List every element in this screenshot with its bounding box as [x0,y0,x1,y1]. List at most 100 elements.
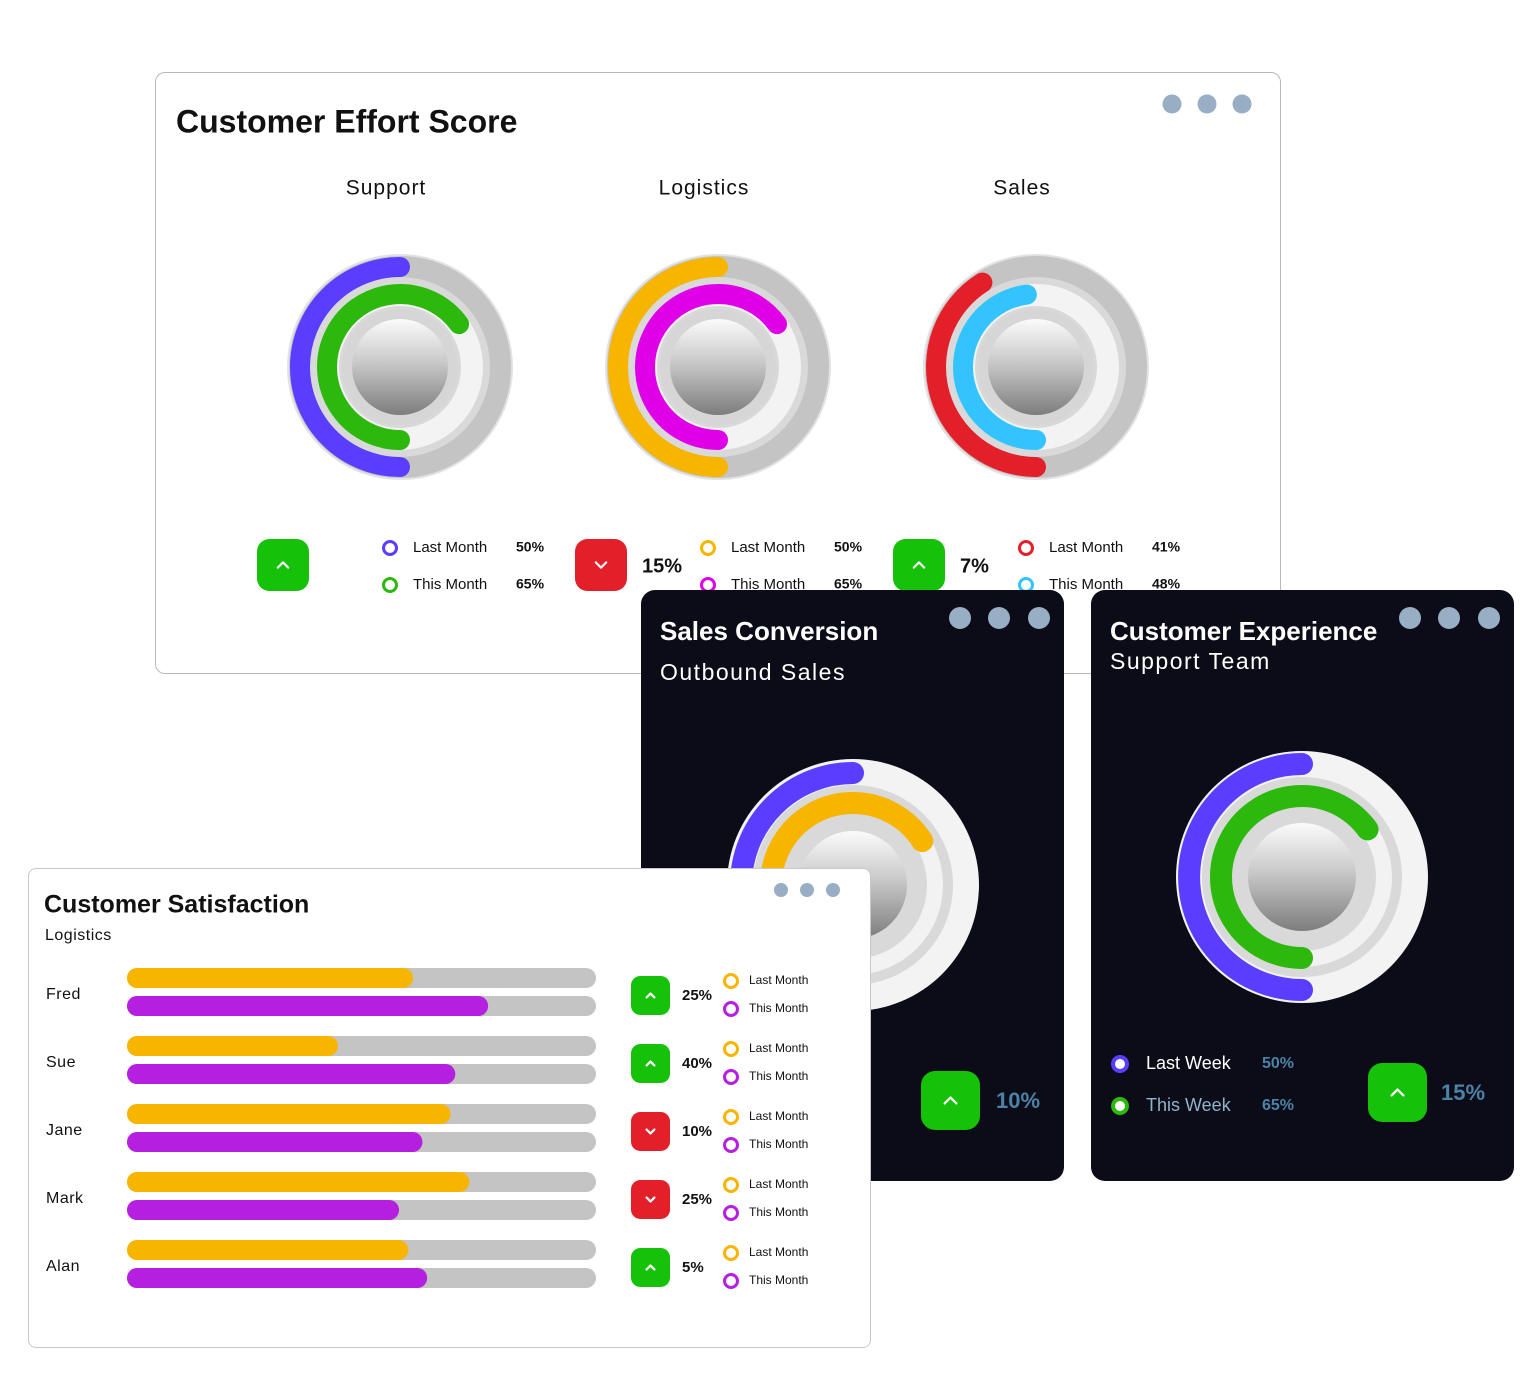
legend-label: This Month [749,1205,808,1219]
row-label: Fred [46,986,81,1003]
legend-label: Last Month [749,973,808,987]
panel-subtitle: Outbound Sales [660,659,846,685]
bar [127,1268,428,1288]
legend-marker [700,540,716,556]
bar [127,968,414,988]
trend-badge [575,539,627,591]
knob [1248,823,1356,931]
trend-badge [893,539,945,591]
knob [352,319,448,415]
bar [127,1104,451,1124]
trend-badge [257,539,309,591]
window-dot [1028,607,1050,629]
trend-chevron [645,1060,656,1067]
legend-marker [723,1001,739,1017]
bar [127,1200,400,1220]
change-value: 7% [960,555,989,577]
legend-label: Last Month [749,1177,808,1191]
legend-marker [723,1137,739,1153]
effort-chart: Customer Effort Score Support Last Month 50… [176,94,1252,593]
legend-label: Last Week [1146,1053,1232,1073]
legend-label: Last Month [1049,539,1123,556]
satisfaction-chart: Customer Satisfaction Logistics Fred Last M… [44,883,840,1289]
window-dot [1197,94,1217,114]
legend-marker [723,1245,739,1261]
bar [127,1036,339,1056]
trend-chevron [594,561,608,569]
change-value: 15% [642,555,682,577]
legend-marker [723,1041,739,1057]
legend-marker [1111,1055,1129,1073]
group-label: Logistics [659,177,750,200]
legend-value: 65% [1262,1097,1294,1114]
legend-label: This Month [749,1137,808,1151]
window-dot [1478,607,1500,629]
window-dot [800,883,814,897]
ring-arc [1210,785,1379,969]
legend-label: Last Month [749,1245,808,1259]
trend-chevron [1390,1088,1405,1097]
legend-marker [723,1205,739,1221]
change-value: 10% [996,1088,1040,1113]
panel-title: Customer Experience [1110,616,1377,646]
change-value: 40% [682,1055,712,1072]
panel-title: Sales Conversion [660,616,878,646]
bar [127,996,489,1016]
row-label: Mark [46,1190,84,1207]
trend-badge [631,1044,670,1083]
effort-panel: Customer Effort Score Support Last Month 50… [155,72,1281,674]
panel-title: Customer Satisfaction [44,891,309,919]
legend-marker [723,973,739,989]
window-dot [774,883,788,897]
ring-arc [953,284,1046,450]
legend-label: Last Month [731,539,805,556]
change-value: 5% [682,1259,704,1276]
window-dot [1399,607,1421,629]
knob [670,319,766,415]
ring-arc [608,257,728,477]
trend-badge [631,976,670,1015]
knob [988,319,1084,415]
window-dot [1232,94,1252,114]
legend-label: This Month [731,576,805,593]
window-dot [826,883,840,897]
trend-chevron [645,1264,656,1271]
legend-marker [382,577,398,593]
legend-marker [1018,540,1034,556]
change-value: 25% [682,987,712,1004]
bar [127,1132,423,1152]
legend-label: This Month [749,1273,808,1287]
legend-label: This Month [1049,576,1123,593]
window-dot [1162,94,1182,114]
row-label: Sue [46,1054,76,1071]
trend-chevron [645,992,656,999]
trend-chevron [645,1196,656,1203]
ring-arc [926,272,1046,477]
legend-label: Last Month [749,1109,808,1123]
legend-marker [723,1177,739,1193]
ring-arc [290,257,410,477]
trend-badge [1368,1063,1427,1122]
trend-badge [921,1071,980,1130]
legend-marker [382,540,398,556]
panel-title: Customer Effort Score [176,103,517,139]
legend-label: This Month [749,1069,808,1083]
bar [127,1064,456,1084]
ring-arc [317,284,470,450]
legend-value: 48% [1152,576,1181,592]
trend-chevron [943,1096,958,1105]
legend-value: 65% [834,576,863,592]
customer-experience-panel: Customer Experience Support Team Last Week… [1091,590,1514,1181]
row-label: Jane [46,1122,83,1139]
legend-value: 41% [1152,539,1181,555]
legend-label: Last Month [749,1041,808,1055]
trend-badge [631,1112,670,1151]
group-label: Sales [993,177,1051,200]
legend-marker [723,1273,739,1289]
satisfaction-panel: Customer Satisfaction Logistics Fred Last M… [28,868,871,1348]
bar [127,1172,470,1192]
window-dot [949,607,971,629]
legend-marker [723,1069,739,1085]
legend-marker [1111,1097,1129,1115]
